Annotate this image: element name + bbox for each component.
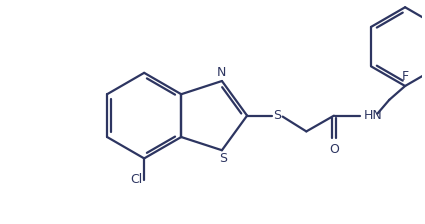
Text: S: S (273, 109, 281, 122)
Text: S: S (219, 152, 227, 165)
Text: HN: HN (364, 109, 382, 122)
Text: Cl: Cl (130, 173, 142, 186)
Text: O: O (329, 143, 339, 156)
Text: F: F (402, 70, 409, 83)
Text: N: N (217, 66, 227, 79)
